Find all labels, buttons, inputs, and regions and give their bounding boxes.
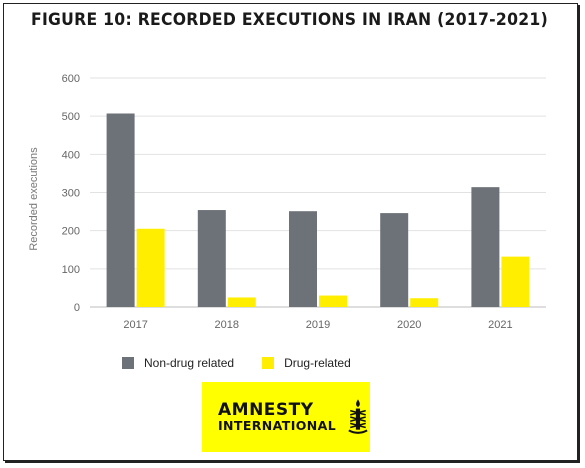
logo-line-amnesty: AMNESTY (218, 399, 314, 420)
x-tick-label: 2019 (306, 319, 330, 331)
legend-swatch-drug (262, 357, 275, 369)
x-tick-label: 2020 (397, 319, 421, 331)
bar-non-drug-2018 (197, 210, 226, 307)
bars (106, 113, 530, 308)
logo-line-international: INTERNATIONAL (218, 418, 337, 434)
x-tick-label: 2018 (215, 319, 239, 331)
y-tick-label: 200 (62, 226, 80, 238)
legend-label-drug: Drug-related (284, 356, 351, 370)
bar-drug-2018 (227, 297, 256, 307)
legend-swatch-non-drug (122, 357, 134, 369)
x-tick-label: 2021 (488, 319, 512, 331)
y-tick-label: 300 (62, 188, 80, 200)
x-tick-label: 2017 (123, 319, 147, 331)
y-axis-ticks: 0 100 200 300 400 500 600 (62, 73, 80, 314)
bar-drug-2019 (319, 295, 347, 307)
y-tick-label: 400 (62, 149, 80, 161)
legend-item-drug: Drug-related (262, 356, 351, 370)
candle-in-barbed-wire-icon (348, 399, 368, 434)
bar-drug-2017 (136, 228, 165, 307)
bar-non-drug-2020 (380, 213, 409, 307)
bar-drug-2020 (410, 298, 439, 307)
bar-non-drug-2021 (471, 187, 500, 307)
y-tick-label: 0 (74, 302, 80, 314)
chart-title: FIGURE 10: RECORDED EXECUTIONS IN IRAN (… (30, 10, 549, 30)
legend: Non-drug related Drug-related (122, 356, 379, 370)
y-axis-title: Recorded executions (28, 147, 40, 251)
bar-non-drug-2017 (106, 113, 135, 308)
y-tick-label: 600 (62, 73, 80, 85)
gridlines (90, 77, 546, 308)
bar-non-drug-2019 (289, 211, 317, 307)
legend-label-non-drug: Non-drug related (144, 356, 235, 370)
amnesty-logo: AMNESTY INTERNATIONAL (202, 382, 370, 452)
x-axis-ticks: 2017 2018 2019 2020 2021 (123, 319, 512, 331)
logo-wordmark: AMNESTY INTERNATIONAL (218, 399, 337, 434)
legend-item-non-drug: Non-drug related (122, 356, 234, 370)
y-tick-label: 500 (62, 111, 80, 123)
y-tick-label: 100 (62, 264, 80, 276)
bar-drug-2021 (501, 256, 530, 307)
